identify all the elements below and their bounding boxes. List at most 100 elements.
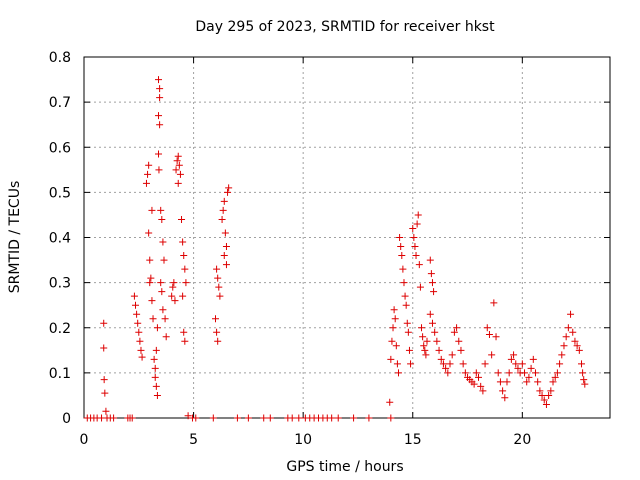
data-point-marker: [181, 337, 189, 345]
data-point-marker: [431, 328, 439, 336]
data-point-marker: [159, 238, 167, 246]
data-point-marker: [575, 346, 583, 354]
data-point-marker: [221, 229, 229, 237]
y-axis-label: SRMTID / TECUs: [7, 181, 23, 294]
data-points: [83, 76, 589, 422]
data-point-marker: [518, 360, 526, 368]
data-point-marker: [579, 369, 587, 377]
data-point-marker: [395, 369, 403, 377]
data-point-marker: [176, 170, 184, 178]
data-point-marker: [213, 328, 221, 336]
data-point-marker: [214, 337, 222, 345]
data-point-marker: [244, 414, 252, 422]
data-point-marker: [397, 243, 405, 251]
data-point-marker: [450, 328, 458, 336]
data-point-marker: [152, 346, 160, 354]
data-point-marker: [213, 265, 221, 273]
data-point-marker: [156, 94, 164, 102]
data-point-marker: [444, 369, 452, 377]
data-point-marker: [420, 342, 428, 350]
data-point-marker: [145, 229, 153, 237]
data-point-marker: [350, 414, 358, 422]
data-point-marker: [158, 288, 166, 296]
data-point-marker: [503, 378, 511, 386]
data-point-marker: [475, 373, 482, 381]
data-point-marker: [422, 351, 430, 359]
data-point-marker: [146, 279, 154, 287]
data-point-marker: [215, 283, 223, 291]
data-point-marker: [538, 391, 546, 399]
data-point-marker: [180, 328, 188, 336]
data-point-marker: [155, 112, 163, 120]
data-point-marker: [157, 279, 165, 287]
data-point-marker: [536, 387, 544, 395]
data-point-marker: [151, 373, 159, 381]
data-point-marker: [391, 315, 399, 323]
data-point-marker: [479, 387, 487, 395]
data-point-marker: [148, 297, 156, 305]
data-point-marker: [446, 360, 454, 368]
data-point-marker: [404, 328, 412, 336]
data-point-marker: [483, 324, 491, 332]
data-point-marker: [558, 351, 566, 359]
data-point-marker: [472, 369, 480, 377]
data-point-marker: [410, 234, 418, 241]
data-point-marker: [439, 360, 447, 368]
data-point-marker: [157, 206, 165, 214]
data-point-marker: [393, 360, 401, 368]
data-point-marker: [100, 319, 108, 327]
plot-frame: [83, 56, 611, 419]
x-axis-label: GPS time / hours: [286, 459, 403, 475]
data-point-marker: [334, 414, 342, 422]
data-point-marker: [427, 270, 435, 278]
data-point-marker: [170, 279, 178, 287]
data-point-marker: [523, 378, 531, 386]
data-point-marker: [387, 355, 395, 363]
data-point-marker: [133, 310, 141, 318]
data-point-marker: [507, 355, 515, 363]
data-point-marker: [545, 391, 553, 399]
chart-title: Day 295 of 2023, SRMTID for receiver hks…: [195, 19, 495, 35]
data-point-marker: [144, 170, 152, 178]
y-tick-label: 0.4: [49, 231, 71, 247]
data-point-marker: [389, 324, 397, 332]
data-point-marker: [433, 337, 441, 345]
data-point-marker: [365, 414, 373, 422]
data-point-marker: [136, 337, 144, 345]
data-point-marker: [142, 179, 150, 187]
data-point-marker: [428, 319, 436, 327]
data-point-marker: [209, 414, 217, 422]
data-point-marker: [100, 344, 108, 352]
data-point-marker: [100, 376, 108, 384]
data-point-marker: [220, 252, 228, 260]
data-point-marker: [423, 337, 431, 345]
data-point-marker: [153, 324, 161, 332]
data-point-marker: [510, 351, 518, 359]
data-point-marker: [179, 292, 187, 300]
data-point-marker: [155, 150, 163, 158]
y-tick-label: 0.7: [49, 95, 71, 111]
data-point-marker: [159, 306, 167, 314]
data-point-marker: [128, 414, 136, 422]
data-point-marker: [569, 328, 577, 336]
data-point-marker: [401, 292, 409, 300]
data-point-marker: [398, 252, 406, 260]
data-point-marker: [148, 206, 156, 214]
data-point-marker: [101, 389, 109, 397]
y-tick-label: 0: [62, 411, 71, 427]
data-point-marker: [567, 310, 575, 318]
data-point-marker: [534, 378, 542, 386]
data-point-marker: [409, 224, 417, 232]
data-point-marker: [455, 337, 463, 345]
data-point-marker: [573, 342, 581, 350]
data-point-marker: [137, 346, 145, 354]
y-tick-label: 0.6: [49, 140, 71, 156]
data-point-marker: [219, 206, 227, 214]
data-point-marker: [512, 360, 520, 368]
data-point-marker: [158, 215, 166, 223]
data-point-marker: [525, 373, 533, 381]
data-point-marker: [415, 261, 423, 269]
data-point-marker: [145, 161, 153, 169]
data-point-marker: [412, 252, 420, 260]
data-point-marker: [580, 376, 588, 384]
